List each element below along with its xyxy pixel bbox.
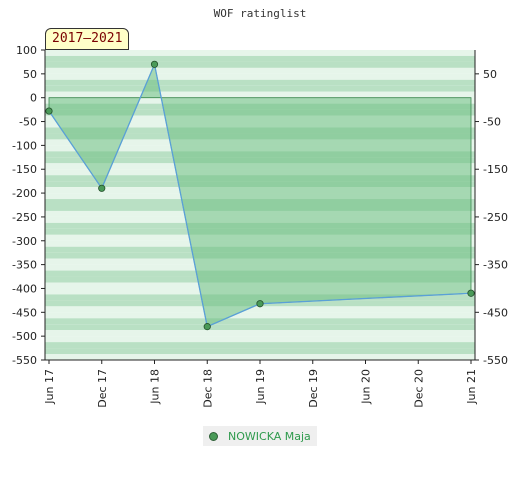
background-band	[45, 73, 475, 80]
background-band	[45, 85, 475, 92]
background-band	[45, 55, 475, 62]
background-band	[45, 330, 475, 337]
x-tick-label: Jun 20	[360, 369, 373, 405]
y-tick-label-left: -450	[12, 306, 37, 319]
y-tick-label-left: -300	[12, 235, 37, 248]
y-tick-label-left: -100	[12, 139, 37, 152]
background-band	[45, 318, 475, 325]
x-tick-label: Jun 18	[149, 369, 162, 405]
y-tick-label-left: -200	[12, 187, 37, 200]
y-tick-label-left: -50	[19, 116, 37, 129]
background-band	[45, 312, 475, 319]
background-band	[45, 67, 475, 74]
legend[interactable]: NOWICKA Maja	[203, 426, 317, 446]
y-tick-label-left: -250	[12, 211, 37, 224]
background-band	[45, 324, 475, 331]
y-tick-label-left: -400	[12, 282, 37, 295]
background-band	[45, 61, 475, 68]
background-band	[45, 91, 475, 98]
x-tick-label: Dec 18	[201, 369, 214, 408]
series-line	[48, 62, 472, 328]
x-tick-label: Dec 20	[412, 369, 425, 408]
y-tick-label-left: -350	[12, 259, 37, 272]
data-point	[45, 107, 53, 115]
period-badge: 2017–2021	[45, 28, 130, 50]
background-band	[45, 342, 475, 349]
legend-marker	[209, 431, 218, 441]
y-tick-label-right: -550	[483, 354, 508, 367]
background-band	[45, 354, 475, 360]
y-tick-label-right: -50	[483, 116, 501, 129]
y-tick-label-left: 0	[30, 92, 37, 105]
x-tick-label: Jun 17	[43, 369, 56, 405]
background-band	[45, 79, 475, 86]
y-tick-label-right: -150	[483, 163, 508, 176]
x-tick-label: Jun 21	[465, 369, 478, 405]
y-tick-label-left: -150	[12, 163, 37, 176]
background-band	[45, 50, 475, 56]
legend-label: NOWICKA Maja	[228, 429, 311, 443]
y-tick-label-left: -500	[12, 330, 37, 343]
data-point	[203, 323, 211, 331]
data-point	[98, 184, 106, 192]
x-tick-label: Jun 19	[254, 369, 267, 405]
background-band	[45, 348, 475, 355]
background-band	[45, 306, 475, 313]
x-tick-label: Dec 17	[96, 369, 109, 408]
background-band	[45, 336, 475, 343]
y-tick-label-right: -450	[483, 306, 508, 319]
data-marks	[45, 60, 475, 331]
data-point	[256, 300, 264, 308]
y-tick-label-right: -250	[483, 211, 508, 224]
y-tick-label-left: -550	[12, 354, 37, 367]
y-tick-label-left: 50	[23, 68, 37, 81]
y-tick-label-left: 100	[16, 44, 37, 57]
axes: 100 50 0 -50 -100 -150 -200 -250 -300 -350 -400 -45…	[12, 44, 508, 408]
x-tick-label: Dec 19	[307, 369, 320, 408]
chart-title: WOF ratinglist	[214, 7, 307, 20]
data-point	[150, 60, 159, 68]
y-tick-label-right: 50	[483, 68, 497, 81]
y-tick-label-right: -350	[483, 259, 508, 272]
data-point	[467, 289, 475, 297]
